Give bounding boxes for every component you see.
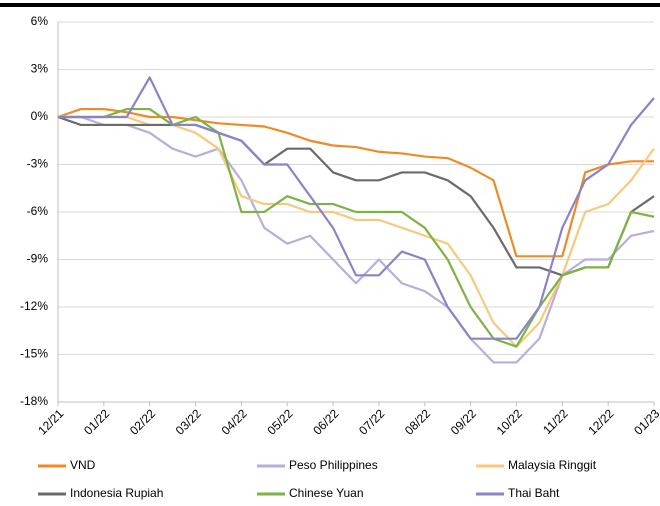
y-tick-label: -3% <box>27 157 49 171</box>
y-tick-label: 0% <box>31 109 49 123</box>
legend-label: Thai Baht <box>508 486 560 500</box>
x-tick-label: 01/22 <box>81 406 112 437</box>
series-line <box>58 107 655 348</box>
y-tick-label: -15% <box>20 347 48 361</box>
x-tick-label: 02/22 <box>127 406 158 437</box>
x-tick-label: 03/22 <box>173 406 204 437</box>
legend-label: Indonesia Rupiah <box>70 486 163 500</box>
legend-label: Chinese Yuan <box>289 486 364 500</box>
legend-label: Peso Philippines <box>289 458 378 472</box>
legend-label: Malaysia Ringgit <box>508 458 597 472</box>
x-tick-label: 08/22 <box>402 406 433 437</box>
y-tick-label: 6% <box>31 14 49 28</box>
x-tick-label: 01/23 <box>631 406 660 437</box>
y-tick-label: -6% <box>27 204 49 218</box>
series-line <box>58 115 655 348</box>
y-tick-label: 3% <box>31 62 49 76</box>
series-line <box>58 115 655 364</box>
top-rule <box>0 3 660 7</box>
series-line <box>58 76 655 340</box>
x-tick-label: 10/22 <box>494 406 525 437</box>
y-tick-label: -18% <box>20 394 48 408</box>
x-tick-label: 06/22 <box>310 406 341 437</box>
y-tick-label: -12% <box>20 299 48 313</box>
legend-label: VND <box>70 458 96 472</box>
x-tick-label: 11/22 <box>540 406 571 437</box>
x-tick-label: 12/21 <box>35 406 66 437</box>
x-tick-label: 04/22 <box>219 406 250 437</box>
series-line <box>57 115 655 277</box>
y-tick-label: -9% <box>27 252 49 266</box>
x-tick-label: 09/22 <box>448 406 479 437</box>
x-tick-label: 07/22 <box>356 406 387 437</box>
x-tick-label: 12/22 <box>585 406 616 437</box>
x-tick-label: 05/22 <box>264 406 295 437</box>
